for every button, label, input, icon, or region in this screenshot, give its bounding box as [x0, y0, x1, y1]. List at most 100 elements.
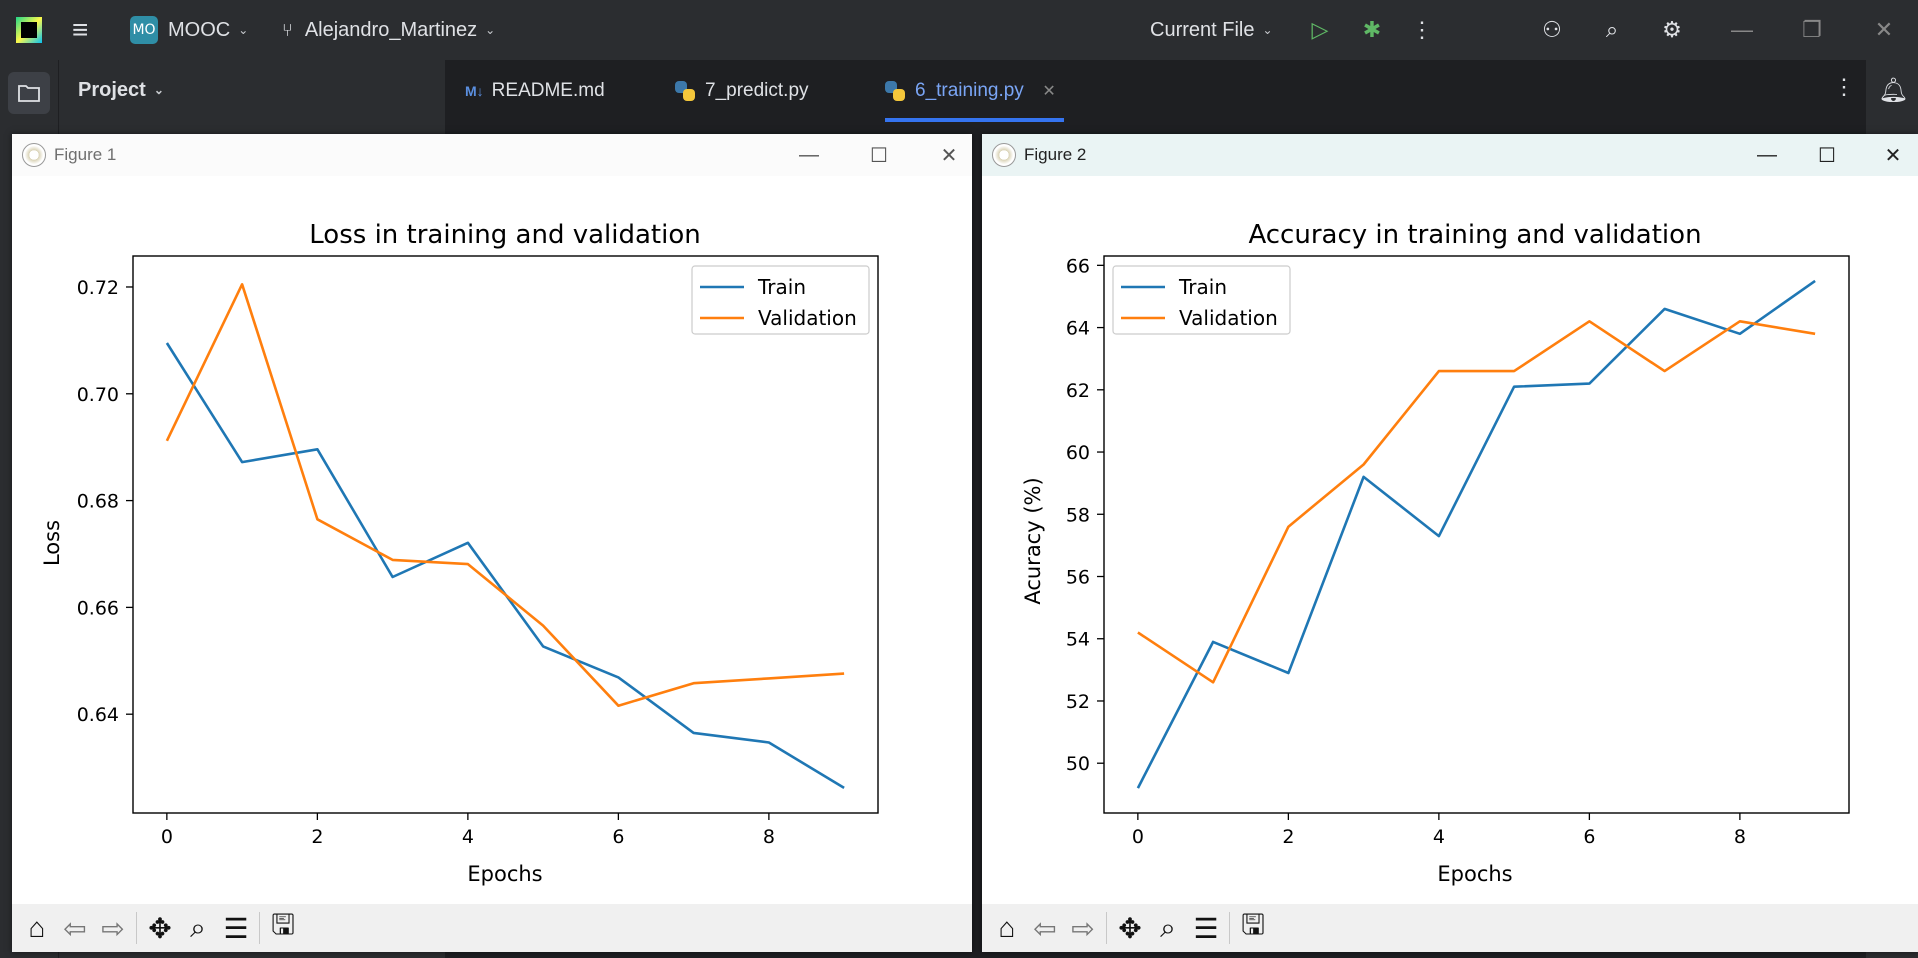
figure-1-window[interactable]: Figure 1 — ☐ ✕ Loss in training and vali… [12, 134, 972, 952]
figure-2-window[interactable]: Figure 2 — ☐ ✕ Accuracy in training and … [982, 134, 1918, 952]
forward-icon[interactable]: ⇨ [101, 912, 125, 944]
close-icon[interactable]: ✕ [1884, 144, 1902, 167]
minimize-icon[interactable]: — [1731, 17, 1753, 42]
home-icon[interactable]: ⌂ [998, 912, 1016, 943]
run-config-selector[interactable]: Current File ⌄ [1150, 0, 1273, 60]
chevron-down-icon: ⌄ [238, 23, 249, 37]
back-icon[interactable]: ⇦ [63, 912, 87, 944]
y-tick-label: 0.70 [77, 384, 119, 406]
y-tick-label: 64 [1066, 318, 1090, 340]
y-axis-label: Acuracy (%) [1021, 477, 1045, 604]
legend-label: Validation [1179, 306, 1278, 330]
series-line-validation [1137, 320, 1816, 684]
pan-icon[interactable]: ✥ [148, 912, 172, 944]
figure-toolbar: ⌂ ⇦ ⇨ ✥ ⌕ ☰ 🖫︎ [12, 904, 972, 952]
loss-chart: Loss in training and validation Epochs L… [40, 220, 879, 886]
x-tick-label: 2 [311, 826, 323, 848]
markdown-icon: M↓ [465, 83, 484, 99]
run-config-label: Current File [1150, 18, 1255, 41]
close-icon[interactable]: ✕ [1874, 17, 1894, 42]
x-tick-label: 6 [1583, 826, 1595, 848]
series-line-train [165, 342, 845, 790]
y-tick-label: 52 [1066, 691, 1090, 713]
run-icon[interactable]: ▷ [1311, 17, 1329, 42]
add-user-icon[interactable]: ⚇ [1542, 17, 1562, 42]
editor-tab-bar: M↓ README.md 7_predict.py 6_training.py … [445, 60, 1865, 122]
maximize-icon[interactable]: ☐ [870, 144, 888, 167]
x-tick-label: 4 [462, 826, 474, 848]
axes-frame [1103, 255, 1850, 814]
ide-title-bar: ≡ MO MOOC ⌄ ⑂ Alejandro_Martinez ⌄ Curre… [0, 0, 1918, 60]
figure-1-title-bar[interactable]: Figure 1 — ☐ ✕ [12, 134, 972, 176]
configure-subplots-icon[interactable]: ☰ [223, 912, 249, 944]
home-icon[interactable]: ⌂ [28, 912, 46, 943]
settings-gear-icon[interactable]: ⚙ [1662, 17, 1682, 42]
project-panel-header[interactable]: Project ⌄ [78, 60, 164, 120]
chevron-down-icon: ⌄ [153, 83, 164, 97]
plot-area: Loss in training and validation Epochs L… [12, 176, 972, 904]
main-menu-icon[interactable]: ≡ [72, 14, 89, 45]
close-icon[interactable]: ✕ [940, 144, 958, 167]
tabs-more-icon[interactable]: ⋮ [1833, 74, 1855, 99]
zoom-icon[interactable]: ⌕ [190, 911, 206, 943]
y-tick-label: 0.72 [77, 277, 119, 299]
legend: Train Validation [691, 265, 870, 335]
figure-2-title-bar[interactable]: Figure 2 — ☐ ✕ [982, 134, 1918, 176]
toolbar-divider [1229, 912, 1230, 944]
y-tick-label: 0.68 [77, 491, 119, 513]
chart-title: Accuracy in training and validation [1248, 220, 1701, 250]
search-icon[interactable]: ⌕ [1605, 17, 1619, 42]
git-branch-icon: ⑂ [282, 19, 293, 40]
save-icon[interactable]: 🖫︎ [271, 909, 295, 940]
pan-icon[interactable]: ✥ [1118, 912, 1142, 944]
y-tick-label: 0.66 [77, 597, 119, 619]
series-line-train [1136, 279, 1816, 789]
minimize-icon[interactable]: — [1757, 143, 1777, 166]
tab-6-training[interactable]: 6_training.py ✕ [885, 60, 1064, 122]
back-icon[interactable]: ⇦ [1033, 912, 1057, 944]
forward-icon[interactable]: ⇨ [1071, 912, 1095, 944]
tab-label: 6_training.py [915, 80, 1024, 101]
legend-label: Train [1178, 275, 1227, 299]
toolbar-divider [259, 912, 260, 944]
x-tick-label: 4 [1433, 826, 1445, 848]
branch-switcher[interactable]: ⑂ Alejandro_Martinez ⌄ [282, 0, 495, 60]
project-switcher[interactable]: MO MOOC ⌄ [130, 0, 248, 60]
y-tick-label: 56 [1066, 567, 1090, 589]
restore-icon[interactable]: ❐ [1802, 17, 1822, 42]
debug-icon[interactable]: ✱ [1362, 17, 1382, 42]
project-folder-icon[interactable] [8, 72, 50, 114]
tab-readme[interactable]: M↓ README.md [465, 60, 605, 122]
project-panel-label: Project [78, 78, 146, 101]
x-axis-label: Epochs [1437, 862, 1512, 886]
x-tick-label: 0 [161, 826, 173, 848]
configure-subplots-icon[interactable]: ☰ [1193, 912, 1219, 944]
tab-7-predict[interactable]: 7_predict.py [675, 60, 809, 122]
save-icon[interactable]: 🖫︎ [1241, 909, 1265, 940]
legend: Train Validation [1112, 265, 1291, 335]
chart-title: Loss in training and validation [309, 220, 700, 250]
legend-label: Validation [758, 306, 857, 330]
chevron-down-icon: ⌄ [1262, 23, 1273, 37]
legend-label: Train [757, 275, 806, 299]
tab-label: README.md [491, 80, 605, 101]
notifications-bell-icon[interactable]: 🔔︎ [1878, 77, 1909, 104]
accuracy-chart: Accuracy in training and validation Epoc… [1021, 220, 1850, 886]
y-tick-label: 50 [1066, 753, 1090, 775]
pycharm-logo-icon[interactable] [16, 0, 42, 60]
y-axis-label: Loss [40, 520, 64, 566]
window-title: Figure 1 [54, 145, 117, 164]
x-tick-label: 8 [763, 826, 775, 848]
minimize-icon[interactable]: — [799, 143, 819, 166]
zoom-icon[interactable]: ⌕ [1160, 911, 1176, 943]
maximize-icon[interactable]: ☐ [1818, 144, 1836, 167]
matplotlib-icon [22, 143, 46, 167]
plot-area: Accuracy in training and validation Epoc… [982, 176, 1918, 904]
more-actions-icon[interactable]: ⋮ [1411, 17, 1433, 42]
project-name: MOOC [168, 18, 231, 41]
matplotlib-icon [992, 143, 1016, 167]
python-file-icon [675, 81, 695, 101]
close-tab-icon[interactable]: ✕ [1042, 83, 1056, 100]
y-tick-label: 66 [1066, 255, 1090, 277]
x-axis-label: Epochs [467, 862, 542, 886]
